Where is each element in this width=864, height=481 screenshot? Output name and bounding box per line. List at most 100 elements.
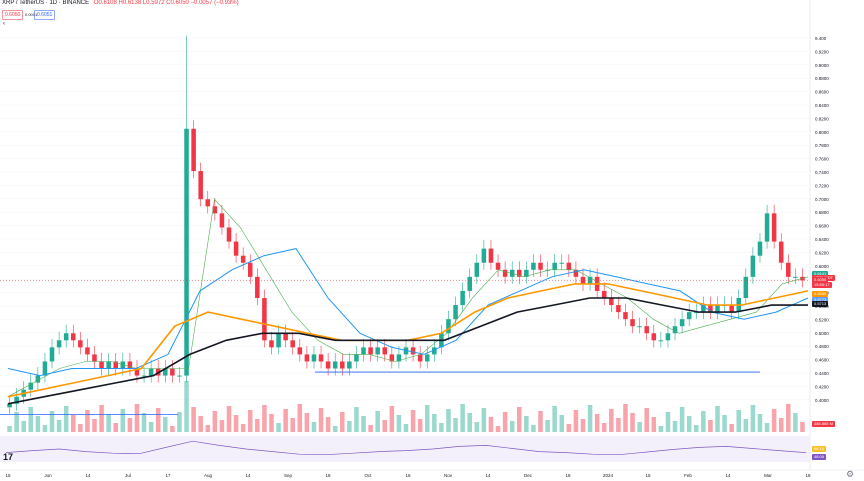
volume-bar (623, 404, 628, 432)
volume-bar (580, 419, 586, 432)
x-tick-label: 18 (325, 473, 331, 478)
x-tick-label: 2024 (603, 473, 614, 478)
candle-body (113, 361, 118, 369)
ma-line (7, 297, 808, 405)
candle-body (460, 290, 465, 306)
volume-bar (141, 413, 147, 432)
volume-bar (240, 424, 246, 432)
volume-bar (757, 414, 763, 432)
candle-body (396, 354, 402, 362)
x-tick-label: Jun (44, 473, 52, 478)
candle-body (488, 248, 494, 263)
volume-bar (325, 417, 331, 432)
volume-bar (219, 420, 225, 432)
buy-button[interactable]: 0.6051 (34, 10, 56, 20)
candle-body (715, 305, 720, 313)
candle-body (502, 269, 508, 277)
y-tick-label: 0.4600 (815, 358, 829, 363)
volume-bar (347, 421, 352, 432)
volume-bar (764, 423, 770, 432)
volume-bar (382, 420, 388, 432)
x-tick-label: 14 (725, 473, 731, 478)
y-tick-label: 0.4400 (815, 371, 829, 376)
y-tick-label: 0.8000 (815, 130, 829, 135)
candle-body (35, 375, 41, 383)
volume-bar (56, 420, 62, 432)
chevron-icon[interactable]: ‹ (3, 21, 5, 27)
y-tick-label: 0.9000 (815, 63, 829, 68)
volume-bar (49, 411, 55, 432)
volume-bar (495, 426, 501, 432)
volume-bar (21, 421, 26, 432)
volume-bar (396, 415, 402, 432)
tradingview-logo: 17 (3, 452, 14, 462)
candle-body (658, 340, 664, 342)
candle-body (368, 347, 373, 355)
volume-bar (609, 409, 614, 432)
ma-line (7, 248, 809, 377)
candle-body (340, 361, 345, 369)
volume-bar (566, 424, 572, 432)
candle-body (672, 326, 678, 334)
volume-bar (191, 407, 196, 432)
candle-body (361, 347, 366, 355)
volume-bar (771, 409, 777, 432)
candle-body (297, 347, 303, 355)
candle-body (786, 262, 791, 277)
volume-bar (743, 419, 749, 432)
volume-bar (453, 418, 458, 432)
volume-bar (417, 419, 423, 432)
sell-button[interactable]: 0.6050 (2, 10, 24, 20)
candle-body (559, 262, 565, 264)
candle-body (708, 305, 713, 313)
candle-body (49, 347, 55, 362)
x-tick-label: Mar (764, 473, 772, 478)
volume-bar (672, 421, 678, 432)
volume-bar (311, 422, 317, 432)
volume-bar (446, 409, 451, 432)
y-tick-label: 0.9200 (815, 49, 829, 54)
volume-bar (729, 424, 734, 432)
volume-bar (255, 419, 260, 432)
candle-body (56, 340, 62, 348)
y-tick-label: 0.7000 (815, 197, 829, 202)
candle-body (587, 276, 593, 284)
x-tick-label: Oct (364, 473, 372, 478)
volume-bar (163, 417, 168, 432)
candle-body (148, 368, 154, 376)
candle-body (495, 262, 501, 270)
candle-body (694, 312, 699, 314)
candle-body (573, 269, 579, 277)
volume-bar (786, 404, 791, 432)
symbol-header: XRP / TetherUS · 1D · BINANCE O0.6108 H0… (2, 0, 239, 6)
volume-bar (205, 425, 211, 432)
volume-bar (651, 417, 657, 432)
y-tick-label: 0.8200 (815, 116, 829, 121)
x-tick-label: 17 (165, 473, 171, 478)
rsi-line (5, 440, 807, 456)
candle-body (290, 340, 295, 348)
volume-bar (99, 405, 104, 432)
volume-bar (552, 406, 557, 432)
volume-bar (35, 416, 41, 432)
volume-bar (340, 412, 345, 432)
candle-body (531, 262, 536, 270)
gear-icon[interactable]: ⚙ (846, 469, 855, 479)
volume-bar (630, 413, 635, 432)
y-tick-label: 0.5200 (815, 317, 829, 322)
volume-bar (665, 412, 671, 432)
candle-body (134, 368, 140, 376)
volume-bar (85, 410, 90, 432)
x-tick-label: 16 (405, 473, 411, 478)
candle-body (637, 326, 642, 328)
candle-body (7, 403, 12, 408)
volume-bar (368, 425, 373, 432)
candle-body (184, 128, 189, 376)
ohlc-values: O0.6108 H0.6138 L0.5972 C0.6050 −0.0057 … (93, 0, 239, 6)
x-tick-label: 15 (5, 473, 11, 478)
candle-body (538, 262, 543, 270)
candle-body (120, 361, 126, 369)
volume-bar (403, 424, 409, 432)
volume-bar (637, 422, 642, 432)
